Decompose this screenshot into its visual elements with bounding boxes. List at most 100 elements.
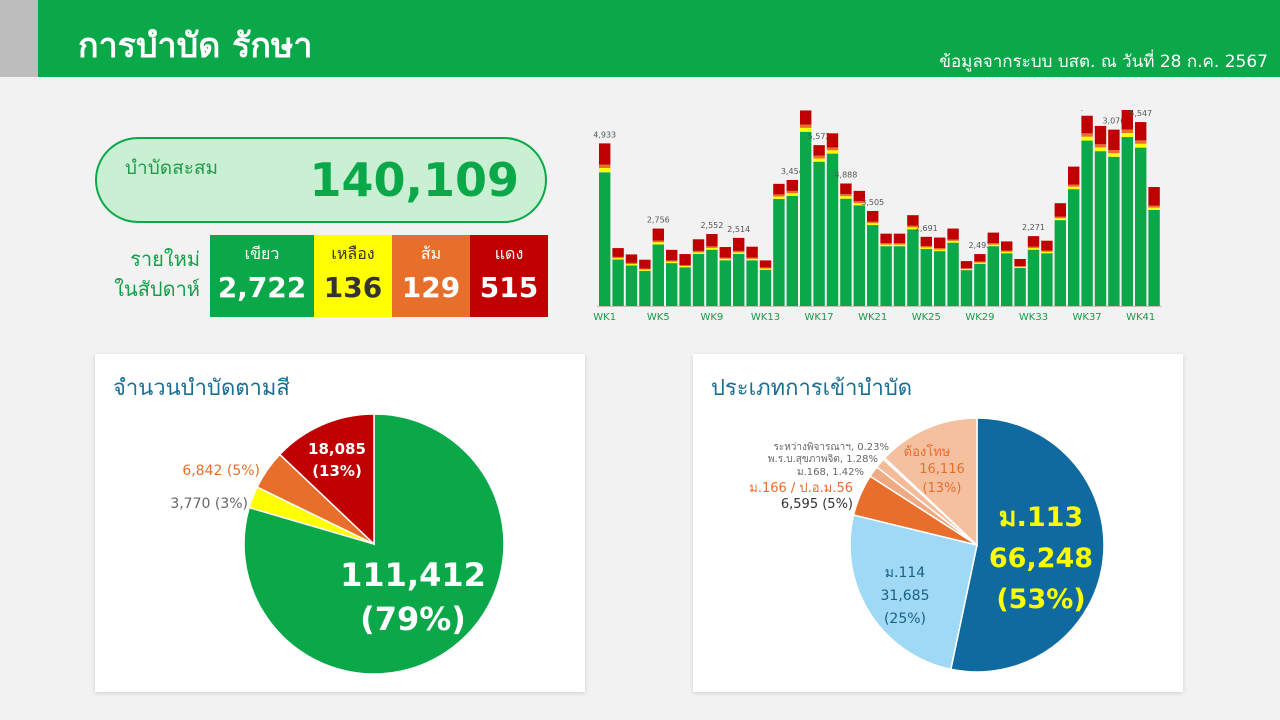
- x-tick-label: WK13: [751, 312, 780, 323]
- bar-segment-red-wk2: [612, 248, 624, 257]
- type-pie-chart: ม.113 66,248 (53%) ม.114 31,685 (25%) ต้องโทษ 1…: [749, 417, 1105, 673]
- bar-segment-orange-wk38: [1094, 144, 1107, 148]
- new-orange-label: ส้ม: [420, 244, 442, 263]
- bar-segment-orange-wk5: [652, 240, 664, 243]
- new-week-label-line1: รายใหม่: [130, 247, 200, 271]
- new-red-value: 515: [479, 271, 539, 304]
- bar-segment-red-wk1: [599, 143, 611, 165]
- bar-segment-orange-wk28: [960, 268, 973, 270]
- bar-segment-green-wk33: [1027, 249, 1040, 306]
- weekly-stacked-bar-chart: 4,933 2,756 2,552 2,514 3,454 5,572 4,888 3,505…: [593, 110, 1162, 323]
- bar-segment-yellow-wk24: [907, 227, 919, 230]
- bar-segment-green-wk34: [1041, 253, 1053, 306]
- bar-value-label: 5,572: [808, 132, 831, 141]
- bar-segment-green-wk8: [692, 253, 705, 306]
- page-title: การบำบัด รักษา: [78, 26, 313, 66]
- x-tick-label: WK29: [965, 312, 994, 323]
- bar-segment-green-wk20: [853, 205, 865, 306]
- new-red-label: แดง: [494, 244, 524, 263]
- bar-segment-green-wk41: [1135, 147, 1147, 306]
- bar-segment-green-wk18: [826, 153, 839, 306]
- new-orange-value: 129: [401, 271, 461, 304]
- bar-segment-green-wk11: [733, 253, 745, 306]
- pie-green-value-label: 111,412: [340, 556, 486, 594]
- bar-segment-red-wk13: [759, 260, 772, 268]
- pie-convicted-value-label: 16,116: [919, 462, 965, 477]
- bar-value-label: 3,505: [861, 198, 884, 207]
- bar-segment-red-wk27: [947, 228, 959, 240]
- bar-segment-yellow-wk19: [840, 196, 852, 199]
- bar-segment-red-wk25: [920, 236, 932, 246]
- bar-segment-green-wk13: [759, 269, 772, 306]
- bar-segment-orange-wk4: [639, 268, 651, 270]
- bar-segment-orange-wk36: [1068, 184, 1080, 187]
- x-tick-label: WK21: [858, 312, 887, 323]
- new-week-label-line2: ในสัปดาห์: [114, 277, 200, 301]
- bar-segment-green-wk23: [893, 246, 906, 306]
- bar-segment-green-wk42: [1148, 209, 1160, 306]
- bar-segment-yellow-wk35: [1054, 218, 1066, 221]
- x-tick-label: WK25: [912, 312, 941, 323]
- bar-segment-red-wk14: [773, 183, 785, 195]
- bar-segment-green-wk25: [920, 248, 932, 306]
- bar-segment-yellow-wk18: [826, 150, 839, 154]
- bar-segment-orange-wk10: [719, 257, 731, 259]
- bar-segment-orange-wk15: [786, 190, 798, 194]
- color-pie-chart: 111,412 (79%) 18,085 (13%) 6,842 (5%) 3,770 (…: [170, 413, 505, 675]
- bar-segment-yellow-wk23: [893, 244, 906, 247]
- pie-slice-red: [278, 413, 375, 546]
- bar-segment-yellow-wk37: [1081, 136, 1093, 141]
- bar-segment-yellow-wk36: [1068, 186, 1080, 190]
- new-week-label: รายใหม่ ในสัปดาห์: [104, 244, 200, 304]
- bar-segment-red-wk26: [934, 237, 946, 249]
- bar-segment-red-wk39: [1108, 129, 1120, 151]
- bar-value-label: 2,271: [1022, 223, 1045, 232]
- bar-segment-orange-wk3: [625, 262, 638, 265]
- new-red-tile: แดง 515: [470, 235, 548, 317]
- pie-convicted-name-label: ต้องโทษ: [904, 444, 951, 460]
- cumulative-box: บำบัดสะสม 140,109: [95, 137, 547, 223]
- bar-segment-yellow-wk11: [733, 252, 745, 254]
- bar-segment-yellow-wk9: [706, 247, 718, 250]
- bar-segment-yellow-wk33: [1027, 248, 1040, 250]
- pie-m113-percent-label: (53%): [996, 584, 1085, 615]
- bar-segment-red-wk8: [692, 239, 705, 251]
- bar-segment-green-wk4: [639, 270, 651, 306]
- bar-segment-orange-wk6: [666, 260, 678, 262]
- bar-segment-green-wk5: [652, 244, 664, 306]
- bar-segment-green-wk22: [880, 246, 892, 306]
- bar-segment-green-wk37: [1081, 140, 1093, 306]
- bar-segment-orange-wk33: [1027, 246, 1040, 249]
- bar-segment-orange-wk7: [679, 264, 691, 267]
- bar-segment-red-wk6: [666, 249, 678, 261]
- bar-segment-red-wk15: [786, 179, 798, 191]
- x-tick-label: WK9: [700, 312, 723, 323]
- bar-segment-red-wk32: [1014, 259, 1026, 267]
- bar-segment-green-wk15: [786, 195, 798, 306]
- bar-segment-yellow-wk2: [612, 258, 624, 260]
- pie-convicted-percent-label: (13%): [922, 481, 961, 496]
- bar-segment-yellow-wk31: [1001, 251, 1013, 254]
- bar-segment-red-wk21: [867, 210, 879, 222]
- bar-segment-yellow-wk4: [639, 269, 651, 271]
- bar-segment-red-wk30: [987, 232, 999, 244]
- bar-segment-orange-wk34: [1041, 250, 1053, 252]
- bar-segment-green-wk21: [867, 225, 879, 306]
- bar-segment-green-wk26: [934, 251, 946, 306]
- bar-segment-green-wk16: [800, 131, 812, 306]
- bar-value-label: 5,547: [1129, 110, 1152, 118]
- x-tick-label: WK33: [1019, 312, 1048, 323]
- bar-segment-yellow-wk8: [692, 252, 705, 254]
- bar-segment-green-wk27: [947, 242, 959, 306]
- bar-segment-yellow-wk6: [666, 261, 678, 264]
- bar-segment-yellow-wk28: [960, 269, 973, 271]
- bar-segment-orange-wk32: [1014, 266, 1026, 267]
- bar-segment-green-wk38: [1094, 151, 1107, 306]
- bar-segment-yellow-wk12: [746, 258, 758, 261]
- bar-segment-yellow-wk20: [853, 203, 865, 206]
- pie-mental-health-act-label: พ.ร.บ.สุขภาพจิต, 1.28%: [768, 454, 878, 465]
- pie-m166-value-label: 6,595 (5%): [781, 497, 853, 512]
- bar-value-label: 3,076: [1102, 117, 1125, 126]
- bar-segment-orange-wk40: [1121, 129, 1133, 133]
- bar-segment-orange-wk30: [987, 243, 999, 245]
